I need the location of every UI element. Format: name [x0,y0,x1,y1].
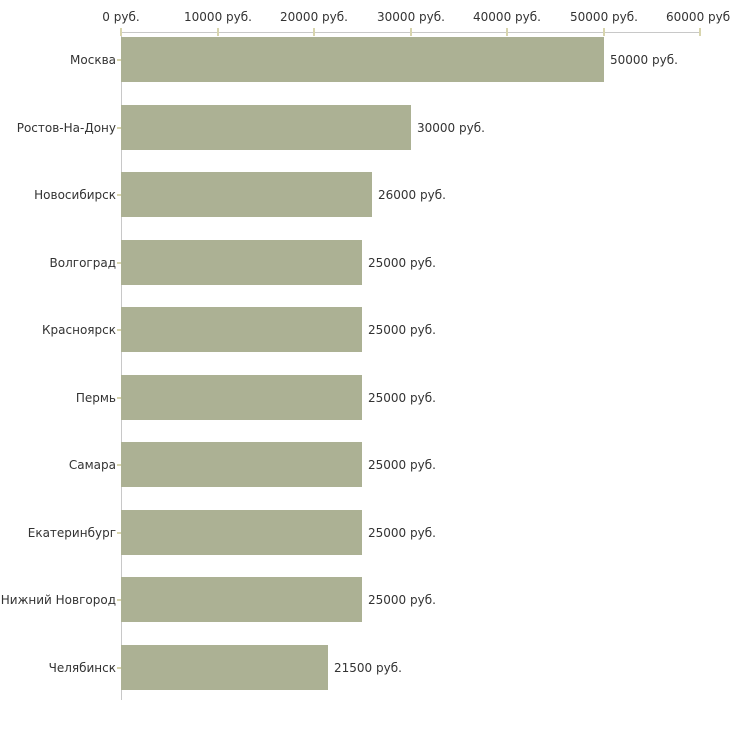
category-label: Челябинск [48,661,116,675]
bar-value-label: 25000 руб. [368,256,436,270]
bar-value-label: 25000 руб. [368,593,436,607]
bar [121,105,411,150]
x-axis-tick-mark [217,28,219,36]
x-axis-tick-label: 20000 руб. [280,10,348,24]
bar [121,577,362,622]
bar-value-label: 50000 руб. [610,53,678,67]
x-axis-tick-mark [699,28,701,36]
y-axis-tick-mark [117,599,121,601]
y-axis-tick-mark [117,464,121,466]
x-axis-tick-mark [603,28,605,36]
y-axis-tick-mark [117,329,121,331]
x-axis-tick-label: 50000 руб. [570,10,638,24]
category-label: Красноярск [42,323,116,337]
category-label: Нижний Новгород [0,593,116,607]
category-label: Пермь [75,391,116,405]
bar [121,442,362,487]
bar [121,307,362,352]
x-axis-tick-mark [410,28,412,36]
x-axis-tick-label: 0 руб. [102,10,140,24]
x-axis-tick-label: 60000 руб. [666,10,730,24]
category-label: Новосибирск [34,188,116,202]
bar [121,240,362,285]
y-axis-tick-mark [117,397,121,399]
y-axis-line [121,32,122,700]
y-axis-tick-mark [117,532,121,534]
y-axis-tick-mark [117,127,121,129]
bar [121,37,604,82]
y-axis-tick-mark [117,262,121,264]
bar-value-label: 25000 руб. [368,391,436,405]
category-label: Ростов-На-Дону [16,121,116,135]
category-label: Самара [68,458,116,472]
y-axis-tick-mark [117,194,121,196]
x-axis-tick-mark [313,28,315,36]
y-axis-tick-mark [117,667,121,669]
category-label: Волгоград [49,256,116,270]
category-label: Москва [70,53,116,67]
bar [121,375,362,420]
bar [121,172,372,217]
bar-value-label: 26000 руб. [378,188,446,202]
bar [121,510,362,555]
bar-value-label: 25000 руб. [368,526,436,540]
y-axis-tick-mark [117,59,121,61]
bar-value-label: 30000 руб. [417,121,485,135]
x-axis-tick-label: 30000 руб. [377,10,445,24]
bar-value-label: 25000 руб. [368,458,436,472]
bar [121,645,328,690]
x-axis-tick-mark [120,28,122,36]
bar-value-label: 25000 руб. [368,323,436,337]
x-axis-tick-label: 10000 руб. [184,10,252,24]
x-axis-tick-label: 40000 руб. [473,10,541,24]
category-label: Екатеринбург [27,526,116,540]
x-axis-tick-mark [506,28,508,36]
bar-value-label: 21500 руб. [334,661,402,675]
